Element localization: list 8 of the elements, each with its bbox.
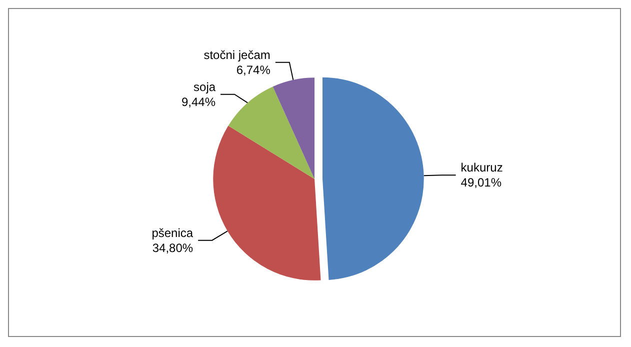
data-label: 6,74% [236,62,271,77]
slice-label: kukuruz [460,160,503,175]
slice-label: pšenica [152,226,194,240]
slice-label: soja [194,80,216,94]
slice-label: stočni ječam [204,48,270,62]
data-label: 49,01% [460,176,502,190]
data-label: 9,44% [182,94,216,109]
data-label: 34,80% [152,240,194,255]
